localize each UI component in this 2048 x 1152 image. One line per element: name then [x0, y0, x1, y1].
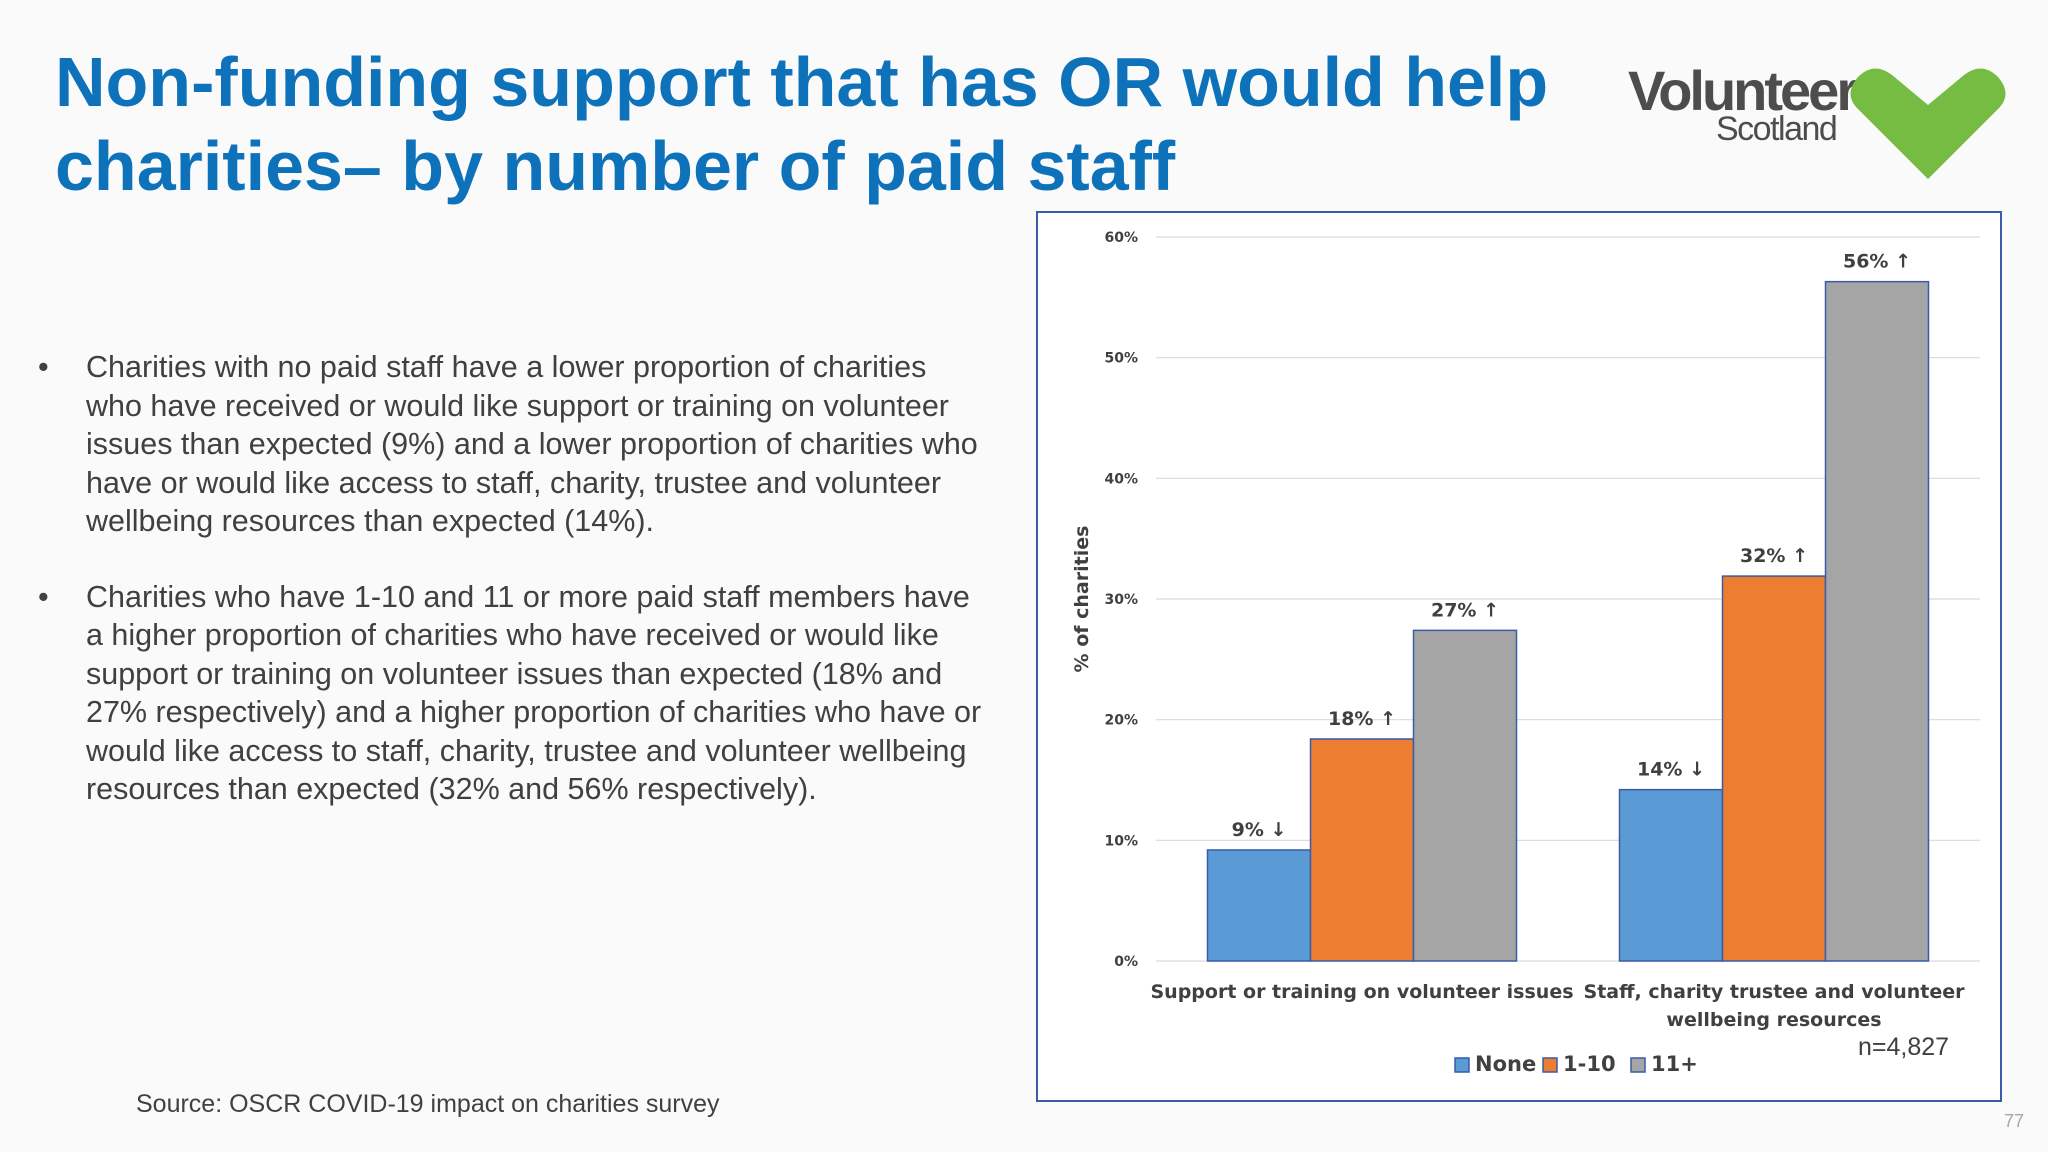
- page-number: 77: [2004, 1111, 2025, 1131]
- legend-label: 11+: [1651, 1052, 1698, 1076]
- bar-1-10: [1309, 738, 1415, 962]
- y-tick-label: 0%: [1114, 954, 1138, 970]
- slide-title: Non-funding support that has OR would he…: [55, 43, 1549, 205]
- bullet-dot: •: [38, 350, 49, 384]
- legend-swatch: [1454, 1057, 1470, 1073]
- bar-None: [1618, 788, 1724, 962]
- bullet-item: • Charities with no paid staff have a low…: [38, 348, 988, 541]
- bar-11+: [1412, 629, 1518, 962]
- data-label: 14% ↓: [1637, 759, 1705, 781]
- source-note: Source: OSCR COVID-19 impact on charitie…: [136, 1090, 720, 1118]
- data-label: 56% ↑: [1843, 251, 1911, 273]
- bar-chart: 0% 10% 20% 30% 40% 50% 60% % of charities 9% ↓ 18…: [1071, 230, 1980, 1076]
- chart-frame: 0% 10% 20% 30% 40% 50% 60% % of charities 9% ↓ 18…: [1036, 211, 2002, 1102]
- logo-sub: Scotland: [1716, 110, 1838, 148]
- category-label: Staff, charity trustee and volunteer: [1584, 981, 1966, 1003]
- bullet-text: Charities with no paid staff have a lowe…: [86, 350, 978, 538]
- legend-label: None: [1475, 1052, 1536, 1076]
- legend-swatch: [1630, 1057, 1646, 1073]
- bullet-list: • Charities with no paid staff have a low…: [38, 348, 988, 846]
- data-label: 18% ↑: [1328, 708, 1396, 730]
- sample-size-label: n=4,827: [1858, 1033, 1950, 1061]
- bar-11+: [1824, 280, 1930, 962]
- data-label: 27% ↑: [1431, 599, 1499, 621]
- heart-icon: [1850, 68, 2006, 179]
- y-tick-label: 30%: [1104, 592, 1138, 608]
- bullet-item: • Charities who have 1-10 and 11 or more …: [38, 578, 988, 809]
- category-label: Support or training on volunteer issues: [1150, 981, 1573, 1003]
- y-axis-label: % of charities: [1071, 526, 1093, 673]
- volunteer-scotland-logo: Volunteer Scotland: [1620, 55, 2010, 185]
- category-label: wellbeing resources: [1666, 1009, 1881, 1031]
- legend-swatch: [1542, 1057, 1558, 1073]
- y-tick-label: 20%: [1104, 713, 1138, 729]
- logo-word: Volunteer: [1628, 59, 1858, 122]
- bar-1-10: [1721, 575, 1827, 962]
- bullet-text: Charities who have 1-10 and 11 or more p…: [86, 579, 982, 807]
- y-tick-label: 60%: [1104, 230, 1138, 246]
- bar-None: [1206, 849, 1312, 962]
- y-tick-label: 50%: [1104, 351, 1138, 367]
- legend-label: 1-10: [1563, 1052, 1616, 1076]
- data-label: 32% ↑: [1740, 545, 1808, 567]
- bullet-dot: •: [38, 579, 49, 614]
- data-label: 9% ↓: [1232, 819, 1287, 841]
- y-tick-label: 10%: [1104, 833, 1138, 849]
- y-tick-label: 40%: [1104, 471, 1138, 487]
